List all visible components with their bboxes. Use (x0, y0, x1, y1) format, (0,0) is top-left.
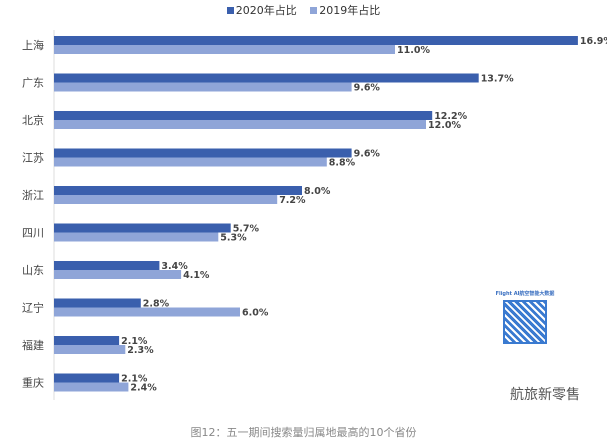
bar-chart: 上海 16.9% 11.0% 广东 13.7% 9.6% 北京 12.2%12.0% 江苏 9.6… (22, 30, 607, 400)
bar-2020 (54, 111, 433, 120)
data-label: 2.8% (143, 299, 170, 310)
data-label: 12.2% (434, 111, 467, 122)
brand-watermark: 航旅新零售 (510, 387, 580, 403)
bar-2019 (54, 307, 240, 317)
data-label: 9.6% (354, 149, 381, 160)
data-label: 2.1% (121, 374, 148, 385)
data-label: 5.7% (233, 224, 260, 235)
data-label: 13.7% (481, 74, 514, 85)
bar-2019 (54, 45, 395, 54)
data-label: 9.6% (354, 83, 381, 94)
data-label: 12.0% (428, 120, 461, 131)
category-label: 上海 (22, 38, 44, 52)
bar-2020 (54, 36, 578, 45)
caption: 图12：五一期间搜索量归属地最高的10个省份 (190, 426, 417, 439)
bar-2019 (54, 157, 327, 167)
category-label: 重庆 (22, 376, 44, 390)
bar-2019 (54, 82, 352, 92)
data-label: 8.0% (304, 186, 331, 197)
bar-2019 (54, 232, 219, 242)
data-label: 16.9% (580, 36, 607, 47)
data-label: 4.1% (183, 270, 210, 281)
category-label: 江苏 (22, 152, 44, 165)
data-label: 2.1% (121, 336, 148, 347)
bar-2020 (54, 148, 352, 158)
category-label: 浙江 (22, 189, 44, 202)
legend-2019: 2019年占比 (310, 2, 380, 18)
data-label: 3.4% (161, 261, 188, 272)
data-label: 11.0% (397, 45, 430, 56)
bar-2020 (54, 186, 302, 195)
qr-watermark: Flight AI航空智能大数据 (495, 290, 555, 347)
bar-2020 (54, 223, 231, 233)
category-label: 四川 (22, 227, 44, 240)
category-label: 辽宁 (22, 301, 44, 315)
data-label: 2.3% (127, 345, 154, 356)
category-label: 福建 (22, 338, 44, 352)
bar-2019 (54, 345, 126, 354)
bar-2020 (54, 261, 160, 270)
bar-2020 (54, 73, 479, 83)
qr-code (503, 300, 547, 344)
legend: 2020年占比 2019年占比 (0, 2, 607, 18)
bar-2020 (54, 298, 141, 308)
bar-2020 (54, 336, 120, 345)
data-label: 7.2% (279, 195, 306, 206)
category-label: 山东 (22, 264, 44, 277)
bar-2019 (54, 382, 129, 392)
data-label: 8.8% (329, 158, 356, 169)
bar-2020 (54, 373, 120, 383)
data-label: 5.3% (220, 233, 247, 244)
bar-2019 (54, 120, 426, 129)
category-label: 广东 (22, 77, 44, 90)
bar-2019 (54, 195, 278, 204)
data-label: 6.0% (242, 308, 269, 319)
legend-2020: 2020年占比 (226, 2, 297, 18)
category-label: 北京 (22, 113, 44, 127)
data-label: 2.4% (130, 383, 157, 394)
bar-2019 (54, 270, 182, 279)
